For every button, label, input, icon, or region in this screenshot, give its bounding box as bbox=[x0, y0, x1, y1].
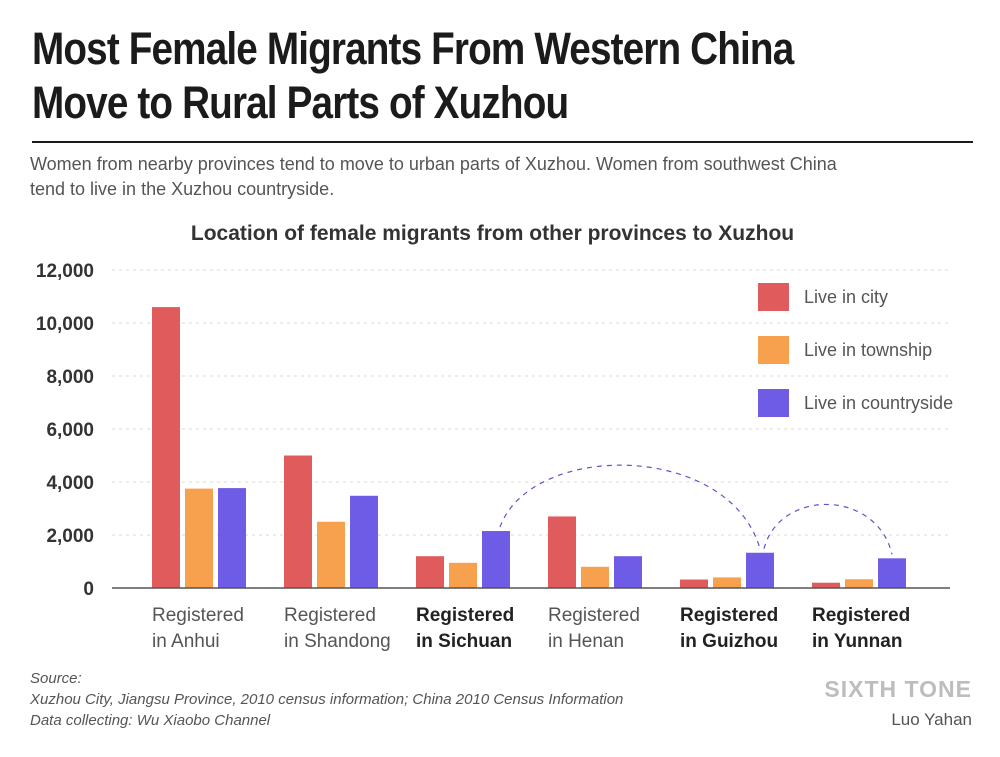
x-tick-label: Registered bbox=[812, 605, 910, 626]
x-tick-label: Registered bbox=[284, 605, 376, 626]
x-tick-label: in Anhui bbox=[152, 631, 220, 652]
legend-label: Live in township bbox=[804, 340, 932, 360]
subtitle: Women from nearby provinces tend to move… bbox=[30, 152, 980, 202]
x-tick-label: in Guizhou bbox=[680, 631, 778, 652]
y-tick-label: 6,000 bbox=[46, 420, 94, 441]
bar bbox=[845, 579, 873, 588]
bar bbox=[878, 558, 906, 588]
bar bbox=[218, 488, 246, 588]
y-tick-label: 2,000 bbox=[46, 526, 94, 547]
bar bbox=[713, 577, 741, 588]
bar bbox=[449, 562, 477, 588]
bar bbox=[614, 556, 642, 588]
source-note: Source: Xuzhou City, Jiangsu Province, 2… bbox=[30, 668, 623, 731]
page-title: Most Female Migrants From Western China … bbox=[32, 22, 840, 130]
x-tick-label: in Shandong bbox=[284, 631, 391, 652]
y-tick-label: 4,000 bbox=[46, 473, 94, 494]
x-tick-label: in Henan bbox=[548, 631, 624, 652]
bar bbox=[284, 455, 312, 588]
source-line-2: Xuzhou City, Jiangsu Province, 2010 cens… bbox=[30, 691, 624, 708]
title-divider bbox=[32, 141, 973, 143]
legend-label: Live in countryside bbox=[804, 393, 953, 413]
source-line-1: Source: bbox=[30, 670, 82, 687]
legend-swatch bbox=[758, 389, 789, 417]
source-line-3: Data collecting: Wu Xiaobo Channel bbox=[30, 712, 271, 729]
author-credit: Luo Yahan bbox=[891, 710, 972, 729]
bar bbox=[746, 552, 774, 588]
legend: Live in city Live in township Live in coun… bbox=[758, 283, 953, 417]
brand-logo: SIXTH TONE bbox=[824, 676, 972, 702]
title-line-2: Move to Rural Parts of Xuzhou bbox=[32, 77, 569, 128]
legend-swatch bbox=[758, 336, 789, 364]
bar bbox=[680, 579, 708, 588]
y-tick-label: 12,000 bbox=[36, 261, 94, 282]
y-tick-label: 8,000 bbox=[46, 367, 94, 388]
bar bbox=[350, 495, 378, 588]
y-tick-label: 10,000 bbox=[36, 314, 94, 335]
legend-label: Live in city bbox=[804, 287, 888, 307]
bar bbox=[482, 531, 510, 588]
x-tick-label: in Sichuan bbox=[416, 631, 512, 652]
y-axis: 0 2,000 4,000 6,000 8,000 10,000 12,000 bbox=[36, 261, 94, 600]
x-tick-label: Registered bbox=[680, 605, 778, 626]
title-line-1: Most Female Migrants From Western China bbox=[32, 23, 794, 74]
y-tick-label: 0 bbox=[83, 579, 94, 600]
bars bbox=[152, 307, 906, 588]
bar bbox=[548, 516, 576, 588]
bar bbox=[812, 582, 840, 588]
bar bbox=[317, 521, 345, 588]
x-tick-label: in Yunnan bbox=[812, 631, 902, 652]
bar bbox=[152, 307, 180, 588]
legend-swatch bbox=[758, 283, 789, 311]
x-axis: Registered in Anhui Registered in Shandong R… bbox=[112, 587, 950, 652]
dashed-arc bbox=[499, 464, 761, 549]
subtitle-line-1: Women from nearby provinces tend to move… bbox=[30, 154, 837, 174]
bar bbox=[185, 488, 213, 588]
bar bbox=[581, 566, 609, 588]
x-tick-label: Registered bbox=[416, 605, 514, 626]
bar bbox=[416, 556, 444, 588]
x-tick-label: Registered bbox=[548, 605, 640, 626]
dashed-arc bbox=[763, 503, 893, 555]
x-tick-label: Registered bbox=[152, 605, 244, 626]
chart-title: Location of female migrants from other p… bbox=[190, 222, 795, 245]
subtitle-line-2: tend to live in the Xuzhou countryside. bbox=[30, 179, 335, 199]
annotation-arcs bbox=[499, 464, 893, 555]
